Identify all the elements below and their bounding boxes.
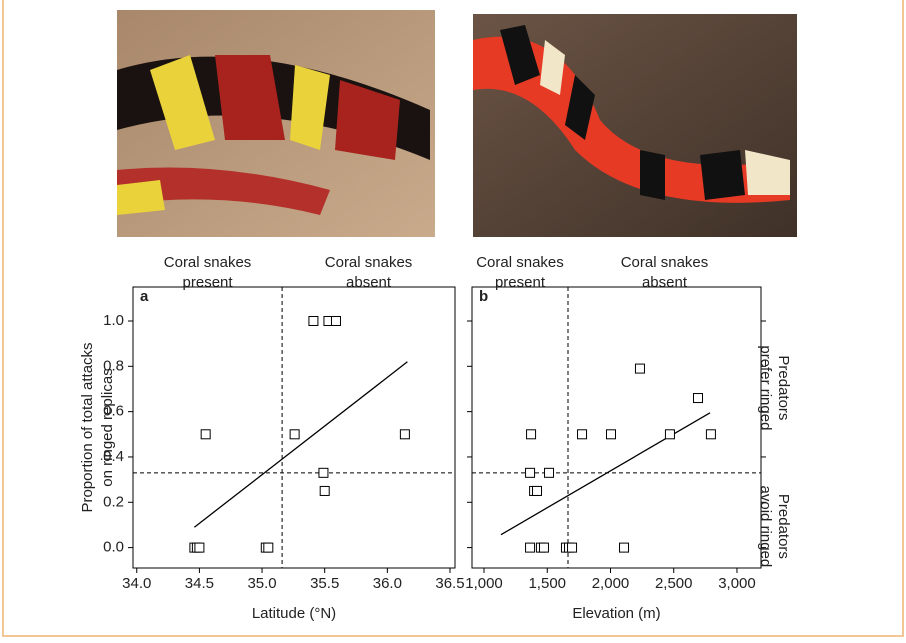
y-axis-label: Proportion of total attacks [79,342,96,512]
region-label: present [183,274,234,291]
point [195,543,204,552]
point [706,430,715,439]
x-axis-label: Elevation (m) [572,605,660,622]
y-tick-label: 0.0 [103,539,124,556]
region-label: absent [346,274,392,291]
point [201,430,210,439]
x-tick-label: 35.5 [310,575,339,592]
point [319,468,328,477]
side-label: Predators [775,355,792,420]
point [694,394,703,403]
x-tick-label: 36.0 [373,575,402,592]
x-axis-label: Latitude (°N) [252,605,336,622]
side-label: prefer ringed [757,345,774,430]
point [606,430,615,439]
point [264,543,273,552]
region-label: absent [642,274,688,291]
side-label: Predators [775,494,792,559]
region-label: Coral snakes [325,254,413,271]
figure: a34.034.535.035.536.036.50.00.20.40.60.8… [0,0,906,638]
y-tick-label: 1.0 [103,312,124,329]
point [620,543,629,552]
photo-right [473,14,797,237]
region-label: Coral snakes [621,254,709,271]
y-tick-label: 0.2 [103,493,124,510]
plot-frame [133,287,455,568]
point [568,543,577,552]
x-tick-label: 34.5 [185,575,214,592]
x-tick-label: 2,500 [655,575,693,592]
point [320,486,329,495]
point [635,364,644,373]
fit-line [194,362,407,527]
point [309,316,318,325]
point [526,543,535,552]
photo-left [117,10,435,237]
x-tick-label: 1,000 [465,575,503,592]
point [665,430,674,439]
x-tick-label: 36.5 [435,575,464,592]
panel-letter: a [140,288,149,305]
point [533,486,542,495]
region-label: Coral snakes [476,254,564,271]
x-tick-label: 1,500 [528,575,566,592]
point [527,430,536,439]
y-axis-label: on ringed replicas [99,368,116,486]
region-label: Coral snakes [164,254,252,271]
point [290,430,299,439]
x-tick-label: 3,000 [718,575,756,592]
point [400,430,409,439]
region-label: present [495,274,546,291]
point [526,468,535,477]
x-tick-label: 35.0 [247,575,276,592]
point [539,543,548,552]
panel-letter: b [479,288,488,305]
x-tick-label: 34.0 [122,575,151,592]
side-label: avoid ringed [757,486,774,568]
point [545,468,554,477]
x-tick-label: 2,000 [592,575,630,592]
point [331,316,340,325]
point [578,430,587,439]
